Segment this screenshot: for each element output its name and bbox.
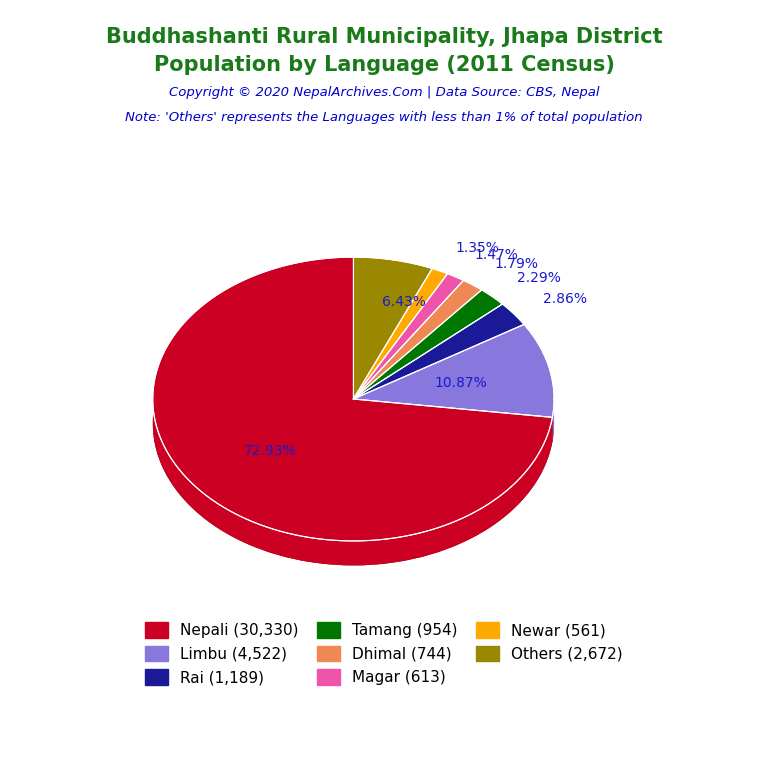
Polygon shape — [353, 273, 464, 399]
Text: 1.79%: 1.79% — [495, 257, 538, 271]
Polygon shape — [353, 399, 552, 442]
Text: Note: 'Others' represents the Languages with less than 1% of total population: Note: 'Others' represents the Languages … — [125, 111, 643, 124]
Polygon shape — [353, 304, 524, 399]
Text: 72.93%: 72.93% — [244, 444, 296, 458]
Polygon shape — [552, 399, 554, 442]
Text: 2.29%: 2.29% — [518, 271, 561, 285]
Polygon shape — [153, 257, 552, 541]
Text: 2.86%: 2.86% — [543, 292, 587, 306]
Polygon shape — [153, 408, 552, 565]
Text: Copyright © 2020 NepalArchives.Com | Data Source: CBS, Nepal: Copyright © 2020 NepalArchives.Com | Dat… — [169, 86, 599, 99]
Ellipse shape — [153, 282, 554, 565]
Polygon shape — [353, 257, 432, 399]
Polygon shape — [353, 280, 482, 399]
Text: 1.35%: 1.35% — [455, 241, 499, 255]
Polygon shape — [353, 269, 448, 399]
Text: Population by Language (2011 Census): Population by Language (2011 Census) — [154, 55, 614, 75]
Polygon shape — [353, 290, 502, 399]
Text: 6.43%: 6.43% — [382, 295, 425, 309]
Polygon shape — [353, 399, 552, 442]
Text: 10.87%: 10.87% — [435, 376, 488, 389]
Legend: Nepali (30,330), Limbu (4,522), Rai (1,189), Tamang (954), Dhimal (744), Magar (: Nepali (30,330), Limbu (4,522), Rai (1,1… — [145, 622, 623, 685]
Polygon shape — [353, 324, 554, 417]
Text: 1.47%: 1.47% — [474, 248, 518, 262]
Text: Buddhashanti Rural Municipality, Jhapa District: Buddhashanti Rural Municipality, Jhapa D… — [106, 27, 662, 47]
